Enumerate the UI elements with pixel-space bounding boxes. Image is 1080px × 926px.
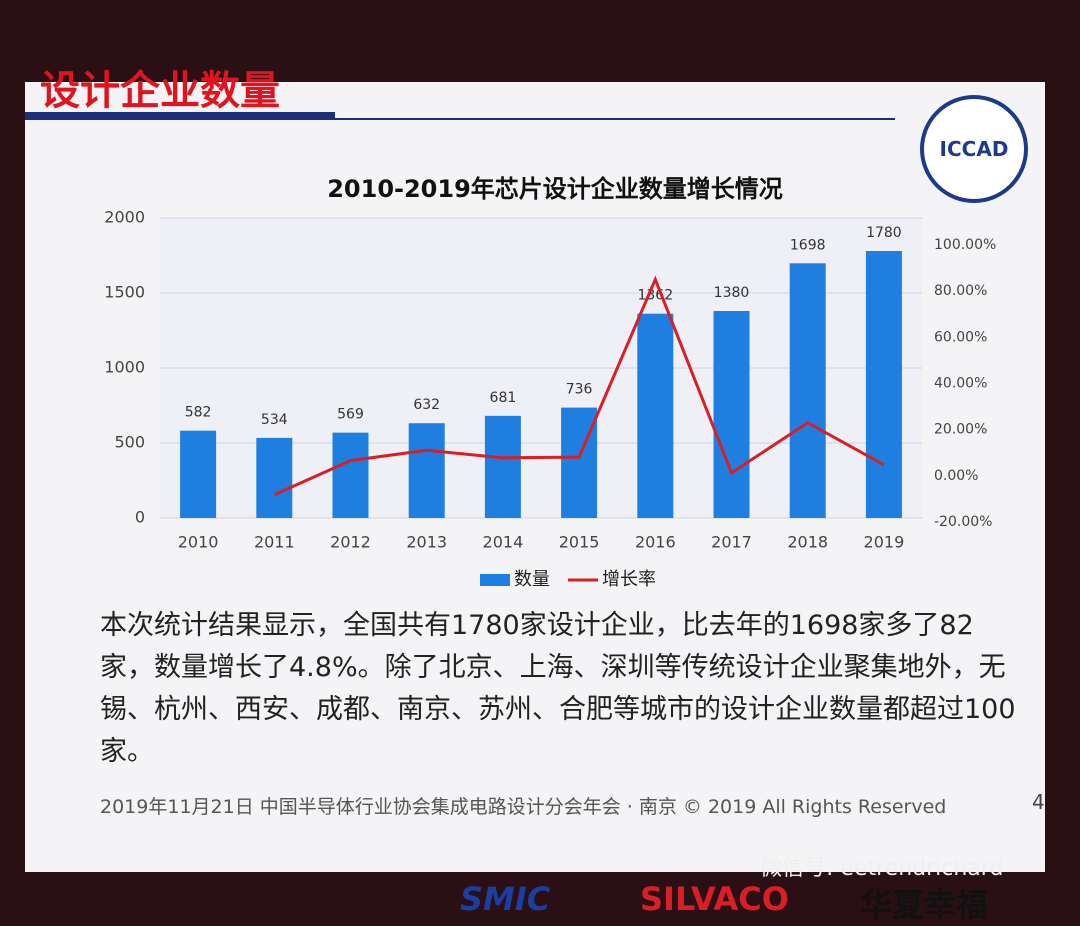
bar [637,313,674,518]
legend-swatch [480,574,510,586]
y-tick-label: 0 [135,508,145,527]
x-tick-label: 2017 [711,533,752,552]
body-text: 本次统计结果显示，全国共有1780家设计企业，比去年的1698家多了82家，数量… [100,610,1016,767]
y2-tick-label: 60.00% [934,329,987,345]
title-bar [25,112,335,120]
legend-label: 数量 [514,569,550,590]
bar [865,251,902,518]
y2-tick-label: 20.00% [934,422,987,438]
watermark: 微信号: eetrendrichard [760,856,1004,881]
bar [713,311,750,518]
y2-tick-label: 0.00% [934,468,978,484]
value-label: 582 [185,405,212,421]
legend-label: 增长率 [602,569,656,590]
y2-tick-label: 100.00% [934,237,996,253]
footer: 2019年11月21日 中国半导体行业协会集成电路设计分会年会 · 南京 © 2… [100,796,947,818]
x-tick-label: 2014 [483,533,524,552]
x-tick-label: 2018 [787,533,828,552]
bar [256,437,293,518]
y-tick-label: 500 [114,433,145,452]
value-label: 632 [413,397,440,413]
x-tick-label: 2019 [864,533,905,552]
sponsor: SILVACO [640,880,789,918]
y-tick-label: 1500 [104,283,145,302]
y2-tick-label: 80.00% [934,283,987,299]
growth-line [273,275,885,497]
value-label: 1380 [714,285,750,301]
bar [180,430,217,518]
chart: 2010-2019年芯片设计企业数量增长情况 0 500 1000 1500 2000 -… [104,175,996,590]
title-line [335,118,895,120]
slide-title: 设计企业数量 [40,68,280,114]
bar [484,415,521,518]
y2-tick-label: 40.00% [934,376,987,392]
logo: ICCAD [920,95,1028,203]
bar [408,423,445,518]
sponsor: SMIC [460,880,551,918]
value-label: 736 [566,382,593,398]
y-tick-label: 2000 [104,208,145,227]
y-tick-label: 1000 [104,358,145,377]
x-tick-label: 2012 [330,533,371,552]
y2-tick-label: -20.00% [934,514,992,530]
x-tick-label: 2015 [559,533,600,552]
sponsor: 华夏幸福 [860,886,989,924]
value-label: 569 [337,407,364,423]
value-label: 1780 [866,225,902,241]
bar [332,432,369,518]
value-label: 534 [261,412,288,428]
x-tick-label: 2011 [254,533,295,552]
x-tick-label: 2010 [178,533,219,552]
value-label: 681 [490,390,517,406]
chart-title: 2010-2019年芯片设计企业数量增长情况 [327,175,783,203]
bar [789,263,826,518]
x-tick-label: 2013 [406,533,447,552]
x-tick-label: 2016 [635,533,676,552]
value-label: 1698 [790,237,826,253]
page-number: 4 [1032,790,1045,814]
value-label: 1362 [637,288,673,304]
